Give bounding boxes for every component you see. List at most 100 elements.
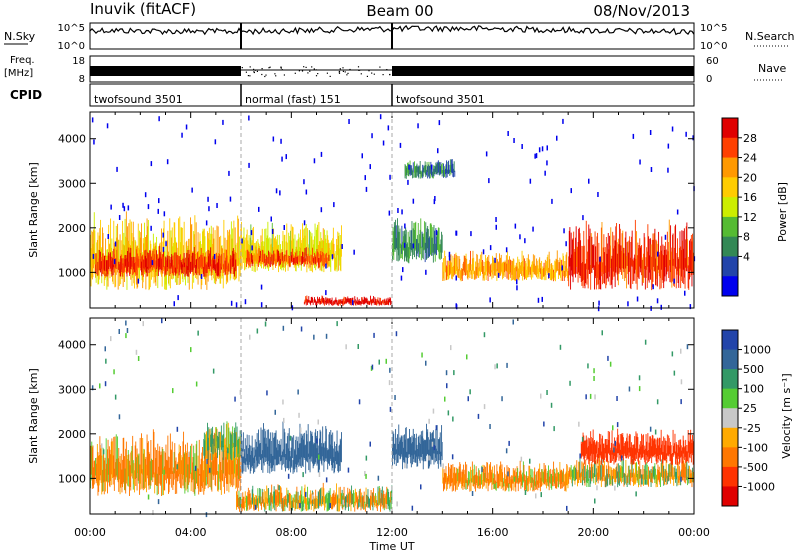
data-region-0 <box>154 447 156 485</box>
nave-label: Nave <box>758 62 786 75</box>
data-region-7 <box>655 258 656 286</box>
data-region-0 <box>169 267 171 289</box>
data-region-7 <box>612 231 614 280</box>
scatter-point <box>147 204 150 210</box>
data-region-7 <box>640 446 642 460</box>
data-region-6 <box>538 259 540 279</box>
data-region-5 <box>412 228 414 255</box>
data-region-5 <box>448 466 450 484</box>
data-region-1 <box>108 256 110 267</box>
data-region-2 <box>266 237 268 259</box>
data-region-0 <box>137 454 139 474</box>
data-region-3 <box>260 496 262 506</box>
data-region-4 <box>335 297 337 305</box>
data-region-4 <box>341 301 342 304</box>
data-region-3 <box>276 490 278 507</box>
data-region-3 <box>301 486 303 504</box>
data-region-4 <box>426 432 428 455</box>
data-region-1 <box>118 264 120 273</box>
data-region-3 <box>305 495 307 510</box>
data-region-0 <box>100 219 102 266</box>
data-region-0 <box>166 267 168 290</box>
data-region-5 <box>428 238 430 257</box>
scatter-point <box>598 300 600 306</box>
data-region-2 <box>320 232 322 258</box>
data-region-1 <box>109 253 111 272</box>
data-region-7 <box>615 226 617 273</box>
data-region-7 <box>626 242 628 266</box>
data-region-6 <box>677 476 679 486</box>
data-region-4 <box>308 299 310 303</box>
freq-dot <box>265 74 267 76</box>
data-region-1 <box>204 440 206 456</box>
data-region-1 <box>207 437 209 460</box>
data-region-6 <box>655 468 656 479</box>
data-region-7 <box>624 441 626 457</box>
data-region-2 <box>296 454 298 473</box>
data-region-2 <box>272 455 274 471</box>
data-region-2 <box>322 228 324 260</box>
scatter-point <box>553 426 555 432</box>
data-region-1 <box>209 428 211 454</box>
data-region-5 <box>498 474 500 489</box>
data-region-6 <box>682 460 684 481</box>
freq-dot <box>253 68 255 70</box>
scatter-point <box>471 491 474 496</box>
colorbar-swatch-8 <box>722 486 738 507</box>
data-region-3 <box>251 489 253 505</box>
data-region-6 <box>650 469 652 487</box>
scatter-point <box>325 477 328 483</box>
data-region-7 <box>601 438 603 459</box>
data-region-6 <box>570 467 572 480</box>
scatter-point <box>333 202 335 208</box>
data-region-6 <box>559 257 561 276</box>
data-region-0 <box>236 436 238 476</box>
data-region-0 <box>175 457 177 479</box>
data-region-0 <box>129 219 131 272</box>
nsearch-tick-top: 10^5 <box>700 23 727 34</box>
data-region-3 <box>244 491 246 503</box>
scatter-point <box>313 334 315 340</box>
data-region-5 <box>509 468 510 485</box>
data-region-2 <box>273 437 275 466</box>
data-region-0 <box>150 243 152 268</box>
data-region-8 <box>414 161 415 173</box>
data-region-2 <box>302 223 303 259</box>
data-region-3 <box>326 492 328 512</box>
scatter-point <box>353 249 355 255</box>
data-region-3 <box>321 487 323 506</box>
data-region-6 <box>586 468 588 487</box>
data-region-2 <box>310 433 312 462</box>
data-region-6 <box>451 266 453 280</box>
data-region-7 <box>637 437 639 462</box>
data-region-7 <box>646 441 648 461</box>
data-region-0 <box>161 228 163 277</box>
data-region-6 <box>528 259 530 277</box>
data-region-7 <box>596 440 598 458</box>
data-region-4 <box>388 299 390 306</box>
data-region-0 <box>237 448 239 488</box>
data-region-0 <box>134 445 136 480</box>
data-region-0 <box>237 215 239 267</box>
data-region-6 <box>595 468 597 483</box>
data-region-2 <box>265 228 267 258</box>
data-region-2 <box>273 432 275 460</box>
data-region-1 <box>234 252 236 268</box>
data-region-5 <box>524 474 526 491</box>
data-region-4 <box>360 301 362 306</box>
data-region-6 <box>672 467 674 480</box>
data-region-4 <box>364 297 366 303</box>
scatter-point <box>235 302 238 308</box>
data-region-2 <box>339 235 341 271</box>
data-region-0 <box>220 235 222 284</box>
data-region-0 <box>120 453 122 485</box>
data-region-7 <box>656 448 658 465</box>
scatter-point <box>329 503 331 508</box>
data-region-0 <box>180 227 182 271</box>
data-region-1 <box>150 260 152 273</box>
data-region-8 <box>432 171 434 179</box>
data-region-1 <box>186 266 188 277</box>
data-region-0 <box>98 456 100 492</box>
data-region-7 <box>602 262 604 285</box>
data-region-7 <box>625 231 627 269</box>
